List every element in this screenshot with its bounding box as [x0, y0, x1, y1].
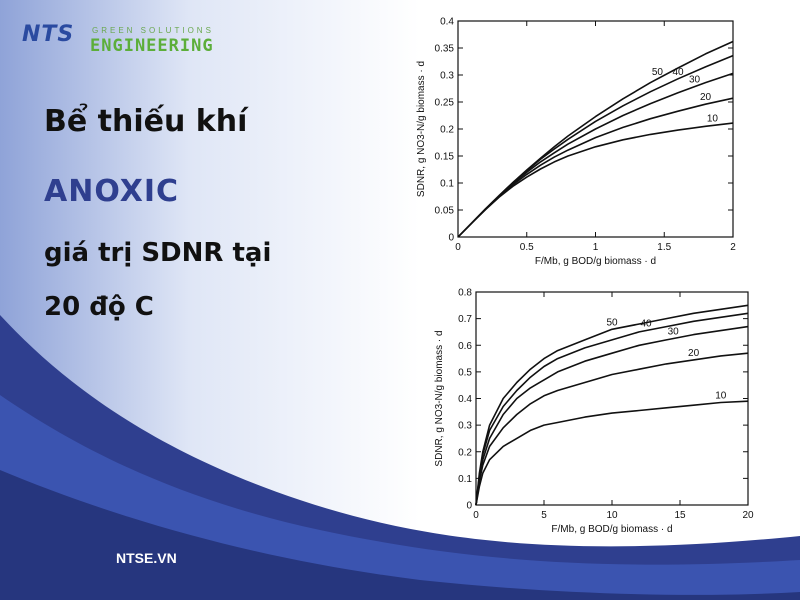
x-axis-label: F/Mb, g BOD/g biomass · d: [551, 524, 672, 535]
series-line-10: [457, 122, 734, 238]
company-logo: NTS GREEN SOLUTIONS ENGINEERING: [22, 22, 242, 62]
x-tick-label: 0: [473, 510, 479, 521]
x-tick-label: 0: [455, 242, 461, 253]
x-tick-label: 10: [606, 510, 618, 521]
series-label-10: 10: [715, 390, 727, 401]
series-label-40: 40: [672, 67, 684, 78]
y-tick-label: 0: [448, 233, 454, 244]
series-label-20: 20: [700, 92, 712, 103]
x-tick-label: 15: [674, 510, 686, 521]
series-label-30: 30: [668, 327, 680, 338]
heading-line-1: Bể thiếu khí: [44, 104, 248, 139]
series-label-20: 20: [688, 348, 700, 359]
heading-line-3: giá trị SDNR tại: [44, 238, 272, 268]
series-line-30: [475, 325, 749, 506]
y-tick-label: 0.2: [440, 125, 454, 136]
y-tick-label: 0.25: [435, 98, 455, 109]
series-label-10: 10: [707, 113, 719, 124]
logo-name: ENGINEERING: [90, 36, 214, 56]
y-tick-label: 0.1: [440, 179, 454, 190]
y-axis-label: SDNR, g NO3-N/g biomass · d: [416, 61, 427, 197]
x-tick-label: 20: [742, 510, 754, 521]
y-tick-label: 0.7: [458, 314, 472, 325]
y-tick-label: 0.4: [440, 17, 454, 28]
navy-wave-bottom: [0, 470, 800, 600]
series-label-50: 50: [652, 67, 664, 78]
y-tick-label: 0.3: [440, 71, 454, 82]
y-tick-label: 0.35: [435, 44, 455, 55]
series-label-50: 50: [606, 317, 618, 328]
y-tick-label: 0.05: [435, 206, 455, 217]
series-line-10: [475, 400, 749, 506]
y-tick-label: 0.3: [458, 421, 472, 432]
series-label-30: 30: [689, 75, 701, 86]
x-tick-label: 1: [593, 242, 599, 253]
y-tick-label: 0: [466, 501, 472, 512]
series-line-50: [475, 304, 749, 506]
x-tick-label: 2: [730, 242, 736, 253]
y-tick-label: 0.6: [458, 341, 472, 352]
x-axis-label: F/Mb, g BOD/g biomass · d: [535, 256, 656, 267]
y-axis-label: SDNR, g NO3-N/g biomass · d: [434, 330, 445, 466]
logo-brand: NTS: [22, 22, 75, 47]
x-tick-label: 1.5: [657, 242, 671, 253]
y-tick-label: 0.8: [458, 288, 472, 299]
heading-line-4: 20 độ C: [44, 292, 154, 322]
y-tick-label: 0.15: [435, 152, 455, 163]
series-line-20: [475, 352, 749, 506]
footer-site: NTSE.VN: [116, 550, 177, 566]
heading-line-2: ANOXIC: [44, 174, 180, 209]
y-tick-label: 0.5: [458, 367, 472, 378]
x-tick-label: 0.5: [520, 242, 534, 253]
y-tick-label: 0.2: [458, 447, 472, 458]
y-tick-label: 0.4: [458, 394, 472, 405]
logo-tagline: GREEN SOLUTIONS: [92, 26, 214, 35]
series-label-40: 40: [640, 319, 652, 330]
y-tick-label: 0.1: [458, 474, 472, 485]
series-line-40: [475, 312, 749, 506]
x-tick-label: 5: [541, 510, 547, 521]
